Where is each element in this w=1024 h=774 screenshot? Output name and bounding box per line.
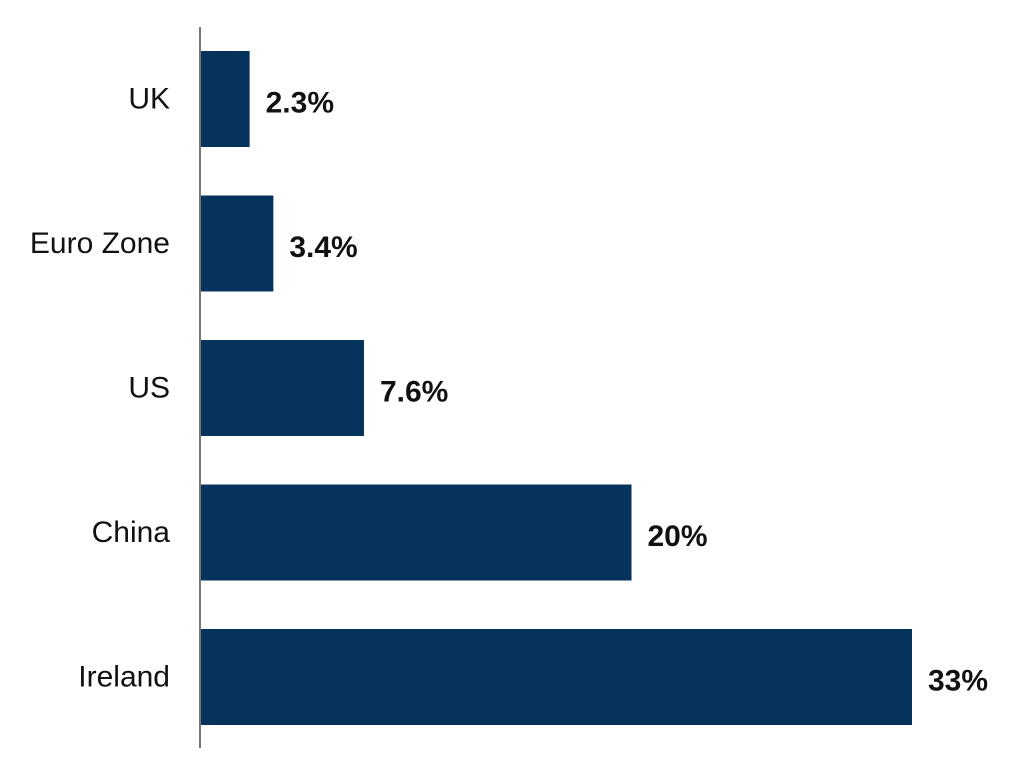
bars-group	[200, 51, 912, 725]
value-labels: 2.3% 3.4% 7.6% 20% 33%	[266, 87, 988, 698]
bar-uk	[200, 51, 250, 147]
value-label-us: 7.6%	[380, 376, 448, 409]
category-labels: UK Euro Zone US China Ireland	[30, 83, 170, 694]
bar-ireland	[200, 629, 912, 725]
value-label-china: 20%	[648, 520, 708, 553]
value-label-uk: 2.3%	[266, 87, 334, 120]
value-label-euro-zone: 3.4%	[289, 231, 357, 264]
category-label-china: China	[92, 516, 171, 549]
value-label-ireland: 33%	[928, 665, 988, 698]
bar-us	[200, 340, 364, 436]
category-label-ireland: Ireland	[78, 661, 170, 694]
category-label-uk: UK	[128, 83, 170, 116]
bar-euro-zone	[200, 195, 274, 292]
bar-china	[200, 484, 632, 581]
category-label-us: US	[128, 372, 170, 405]
category-label-euro-zone: Euro Zone	[30, 227, 170, 260]
